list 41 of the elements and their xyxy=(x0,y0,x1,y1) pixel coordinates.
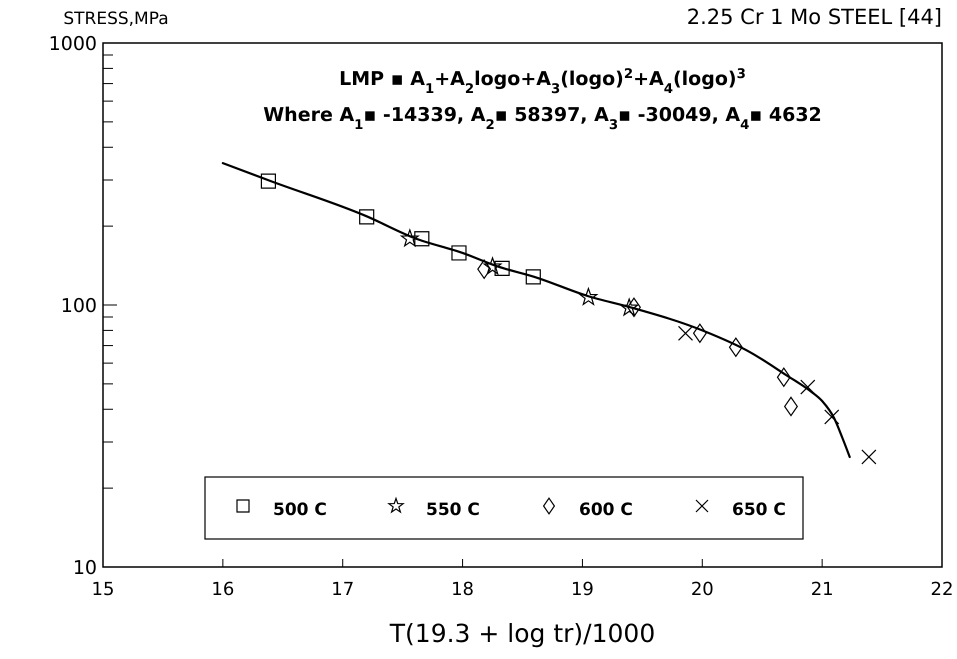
point xyxy=(800,380,816,395)
legend-label: 500 C xyxy=(273,500,327,520)
point xyxy=(678,326,694,341)
point xyxy=(824,409,840,425)
x-tick-label: 17 xyxy=(331,579,354,600)
point xyxy=(784,396,798,416)
point xyxy=(451,245,467,261)
point xyxy=(526,269,541,285)
point xyxy=(260,174,276,189)
point xyxy=(477,259,492,279)
x-tick-label: 18 xyxy=(451,579,474,600)
x-tick-label: 16 xyxy=(211,579,234,600)
line-series xyxy=(222,162,851,458)
point xyxy=(620,298,638,316)
y-tick-label: 10 xyxy=(72,557,97,579)
point xyxy=(776,368,791,387)
point xyxy=(692,324,707,343)
point xyxy=(359,209,374,224)
x-tick-label: 15 xyxy=(92,579,114,600)
y-tick-label: 1000 xyxy=(48,33,97,55)
text: LMP ▪ A$_{1}$+A$_{2}$logo+A$_{3}$(logo)$^{2}$+A$_{4}$(logo)$^{3}$ xyxy=(339,66,746,96)
text: Where A$_{1}$▪ -14339, A$_{2}$▪ 58397, A$_{3}$▪ -30049, A$_{4}$▪ 4632 xyxy=(263,104,822,132)
legend-label: 600 C xyxy=(579,500,633,520)
point xyxy=(580,288,598,305)
point xyxy=(414,231,430,246)
x-tick-label: 19 xyxy=(570,579,594,600)
point xyxy=(728,338,743,357)
x-tick-label: 22 xyxy=(930,579,954,600)
point xyxy=(400,229,419,246)
chart-title: 2.25 Cr 1 Mo STEEL [44] xyxy=(686,5,942,29)
point xyxy=(861,449,876,465)
x-tick-label: 21 xyxy=(810,579,834,600)
legend-label: 550 C xyxy=(426,500,480,520)
legend-label: 650 C xyxy=(732,500,786,520)
point xyxy=(627,298,641,317)
x-tick-label: 20 xyxy=(690,579,714,600)
y-axis-title: STRESS,MPa xyxy=(63,9,169,29)
y-tick-label: 100 xyxy=(60,295,97,317)
point xyxy=(484,257,502,274)
x-axis-title: T(19.3 + log tr)/1000 xyxy=(388,619,656,648)
point xyxy=(494,260,510,276)
